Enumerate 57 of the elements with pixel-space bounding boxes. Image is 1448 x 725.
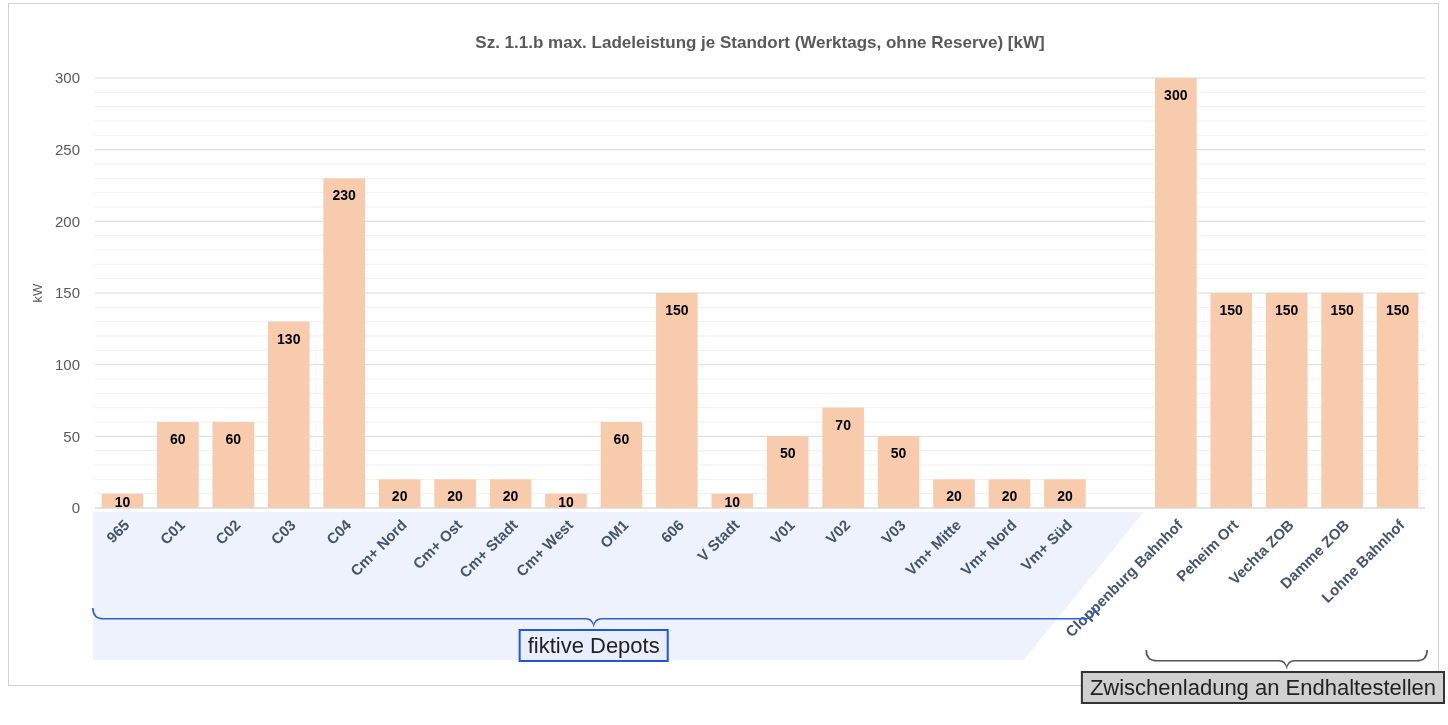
y-tick-label: 200 bbox=[54, 212, 80, 230]
bar bbox=[157, 422, 199, 508]
bar bbox=[656, 293, 698, 508]
data-label: 50 bbox=[890, 445, 907, 462]
data-label: 60 bbox=[613, 431, 630, 447]
data-label: 10 bbox=[114, 494, 131, 510]
bar bbox=[1321, 293, 1363, 508]
y-tick-label: 250 bbox=[54, 140, 80, 158]
data-label: 20 bbox=[1057, 488, 1073, 505]
bar bbox=[1376, 293, 1419, 508]
data-label: 150 bbox=[1385, 302, 1410, 318]
x-tick-label: V03 bbox=[877, 516, 909, 547]
data-label: 20 bbox=[946, 488, 963, 505]
y-tick-label: 150 bbox=[54, 284, 80, 302]
x-tick-label: C02 bbox=[211, 516, 244, 548]
x-tick-label: C04 bbox=[322, 515, 355, 548]
data-label: 70 bbox=[835, 416, 852, 433]
y-tick-label: 100 bbox=[54, 355, 80, 373]
x-tick-label: C03 bbox=[267, 516, 299, 548]
data-label: 20 bbox=[502, 488, 519, 505]
data-label: 150 bbox=[1330, 302, 1355, 318]
x-tick-label: V01 bbox=[766, 516, 798, 547]
data-label: 60 bbox=[225, 431, 242, 447]
data-label: 150 bbox=[665, 302, 689, 318]
data-label: 10 bbox=[724, 494, 741, 510]
bar bbox=[212, 422, 255, 508]
bar bbox=[766, 436, 809, 508]
y-axis-title: kW bbox=[30, 282, 45, 303]
data-label: 20 bbox=[391, 488, 408, 505]
x-tick-label: 965 bbox=[102, 516, 133, 546]
x-tick-label: V02 bbox=[822, 516, 854, 547]
data-label: 10 bbox=[558, 494, 574, 510]
bar bbox=[600, 422, 643, 508]
bar bbox=[323, 178, 365, 508]
data-label: 50 bbox=[779, 445, 796, 462]
bar bbox=[267, 321, 310, 508]
text: fiktive Depots bbox=[527, 633, 660, 658]
y-tick-label: 0 bbox=[71, 499, 80, 517]
bar bbox=[822, 407, 864, 508]
data-label: 20 bbox=[447, 488, 464, 505]
data-label: 150 bbox=[1275, 302, 1299, 318]
data-label: 20 bbox=[1001, 488, 1018, 505]
x-tick-label: 606 bbox=[657, 516, 687, 546]
data-label: 230 bbox=[332, 187, 357, 204]
x-tick-label: C01 bbox=[156, 516, 188, 548]
chart-title: Sz. 1.1.b max. Ladeleistung je Standort (Werktags, ohne Reserve) [kW] bbox=[475, 33, 1045, 52]
data-label: 300 bbox=[1164, 87, 1188, 103]
y-tick-label: 50 bbox=[63, 427, 80, 445]
data-label: 60 bbox=[170, 431, 186, 447]
bar bbox=[1210, 293, 1253, 508]
data-label: 130 bbox=[277, 330, 301, 347]
bar bbox=[1155, 78, 1197, 508]
y-tick-label: 300 bbox=[54, 69, 80, 87]
text: Zwischenladung an Endhaltestellen bbox=[1089, 675, 1436, 700]
bar bbox=[1265, 293, 1308, 508]
bar bbox=[877, 436, 920, 508]
data-label: 150 bbox=[1219, 302, 1244, 318]
